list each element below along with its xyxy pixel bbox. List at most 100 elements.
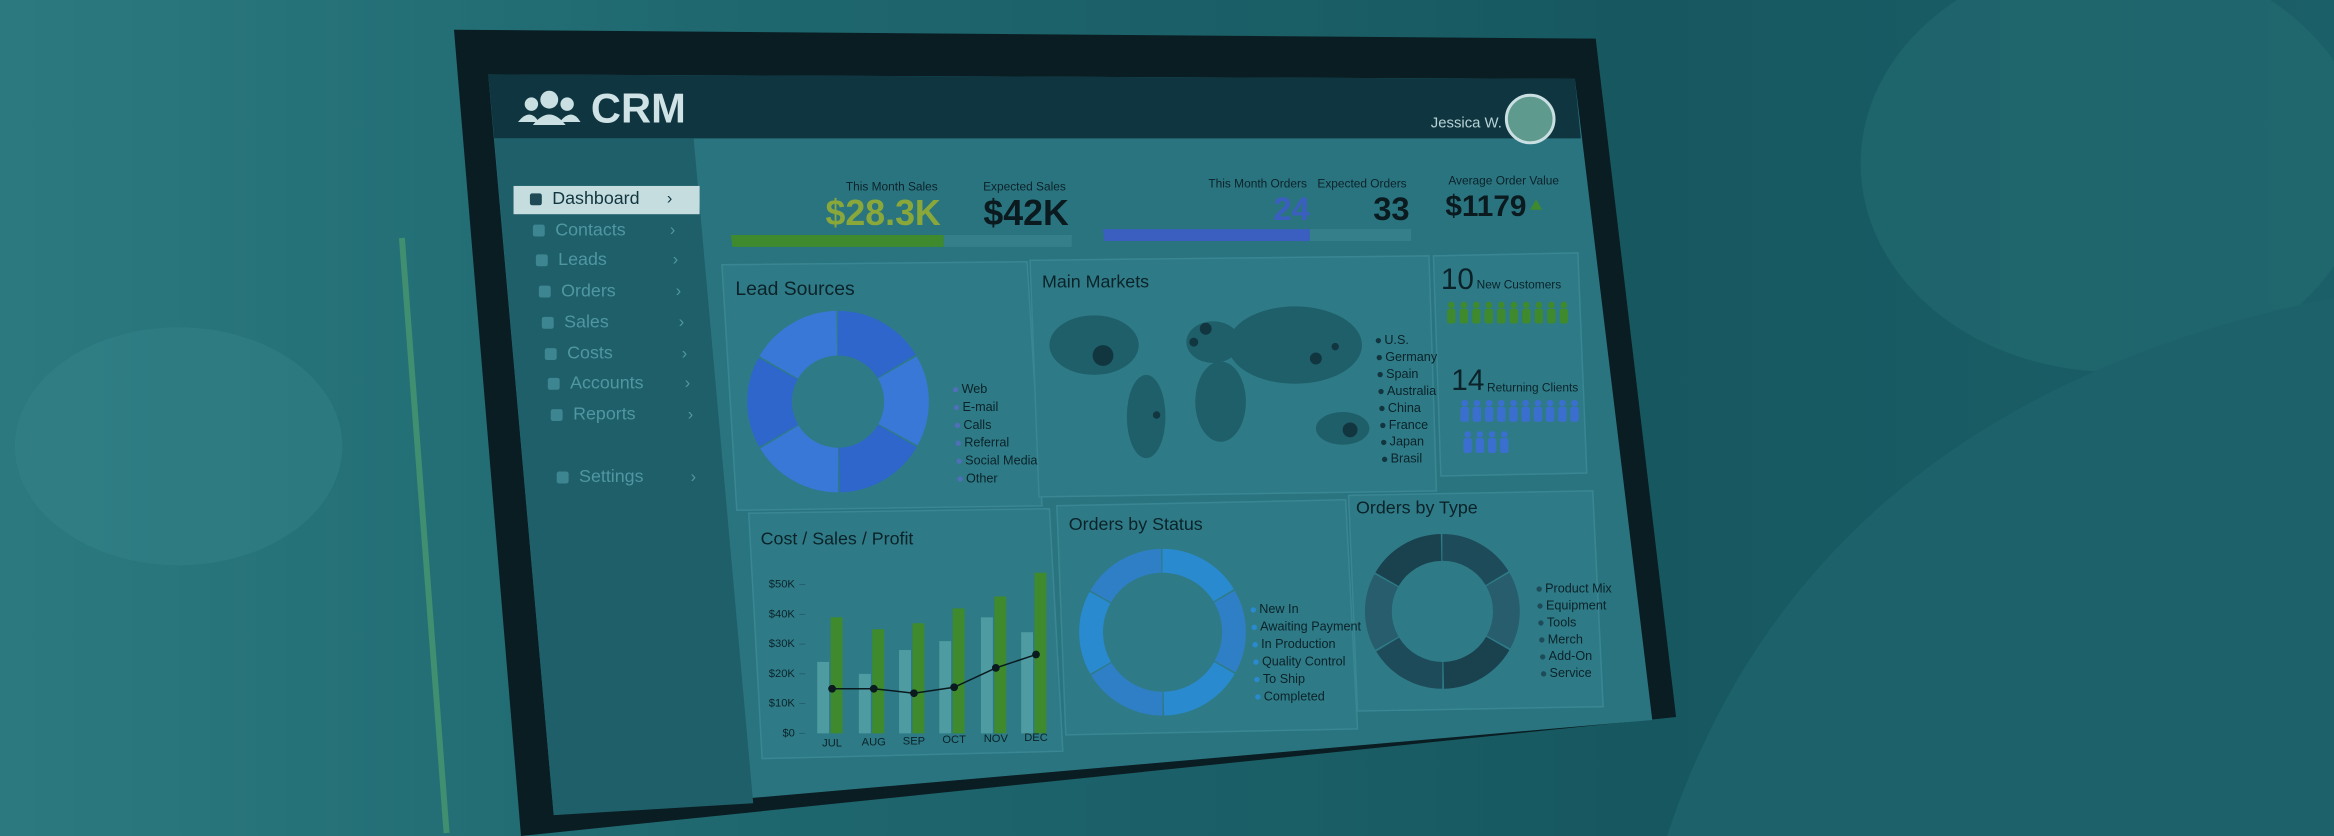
world-map bbox=[1049, 306, 1370, 459]
x-tick-label: SEP bbox=[903, 735, 925, 747]
nav-chevron: › bbox=[685, 374, 690, 392]
y-tick-label: $40K bbox=[769, 608, 796, 620]
person-icon bbox=[1463, 438, 1472, 453]
y-tick-label: $50K bbox=[769, 579, 796, 591]
nav-icon bbox=[547, 377, 560, 390]
logo-icon bbox=[518, 90, 581, 125]
profit-point bbox=[1032, 650, 1040, 659]
legend-dot bbox=[1536, 586, 1542, 592]
nav-item[interactable]: Reports bbox=[573, 404, 636, 424]
y-tick-label: $0 bbox=[782, 727, 794, 739]
kpi-label: Average Order Value bbox=[1448, 174, 1559, 188]
legend-dot bbox=[1255, 694, 1261, 700]
person-icon bbox=[1509, 406, 1518, 422]
nav-item[interactable]: Contacts bbox=[555, 219, 626, 239]
donut-segment bbox=[1079, 548, 1246, 716]
kpi-value: $1179 bbox=[1445, 190, 1526, 223]
person-icon bbox=[1460, 301, 1468, 309]
person-icon bbox=[1522, 399, 1530, 407]
person-icon bbox=[1485, 301, 1493, 309]
legend-item: E-mail bbox=[962, 400, 998, 414]
nav-item[interactable]: Accounts bbox=[570, 373, 643, 393]
nav-item[interactable]: Orders bbox=[561, 280, 616, 300]
legend-dot bbox=[1377, 371, 1383, 378]
nav-chevron: › bbox=[667, 190, 672, 208]
legend-item: Merch bbox=[1548, 632, 1583, 646]
legend-dot bbox=[956, 458, 962, 464]
person-icon bbox=[1461, 399, 1468, 407]
orders-progress-rest bbox=[1309, 229, 1412, 241]
nav-item[interactable]: Leads bbox=[558, 249, 607, 269]
legend-dot bbox=[954, 422, 961, 429]
legend-dot bbox=[1539, 637, 1545, 643]
nav-chevron: › bbox=[676, 282, 681, 300]
bar bbox=[980, 617, 993, 734]
nav-item[interactable]: Settings bbox=[579, 466, 644, 486]
legend-dot bbox=[1250, 607, 1257, 613]
legend-item: Equipment bbox=[1546, 598, 1607, 612]
legend-dot bbox=[1253, 659, 1259, 665]
legend-item: Social Media bbox=[965, 453, 1038, 467]
flower bbox=[14, 327, 343, 566]
legend-dot bbox=[1537, 603, 1543, 609]
market-pin bbox=[1309, 352, 1322, 365]
sidebar bbox=[494, 138, 754, 816]
donut-segment bbox=[1079, 548, 1246, 716]
legend-dot bbox=[953, 404, 960, 411]
x-tick-label: OCT bbox=[942, 734, 966, 746]
legend-item: Japan bbox=[1390, 435, 1424, 449]
y-tick-label: $30K bbox=[769, 638, 796, 650]
market-pin bbox=[1092, 345, 1114, 366]
person-icon bbox=[1545, 406, 1555, 422]
nav-item[interactable]: Sales bbox=[564, 312, 609, 332]
bar bbox=[830, 617, 843, 734]
x-tick-label: AUG bbox=[862, 737, 886, 749]
y-tick-label: $20K bbox=[769, 668, 796, 680]
nav-item[interactable]: Costs bbox=[567, 343, 613, 363]
legend-item: Germany bbox=[1385, 350, 1438, 364]
legend-dot bbox=[1375, 337, 1382, 344]
avatar[interactable] bbox=[1504, 93, 1556, 145]
person-icon bbox=[1498, 399, 1505, 407]
person-icon bbox=[1459, 308, 1468, 324]
bar bbox=[872, 629, 885, 734]
person-icon bbox=[1497, 308, 1506, 324]
person-icon bbox=[1498, 301, 1505, 309]
person-body bbox=[1667, 297, 2334, 836]
legend-item: Add-On bbox=[1549, 649, 1593, 663]
donut-segment bbox=[1364, 534, 1520, 689]
market-pin bbox=[1331, 342, 1339, 351]
person-icon bbox=[1559, 399, 1566, 407]
person-icon bbox=[1559, 308, 1569, 324]
nav-icon bbox=[556, 471, 569, 484]
card-title: Main Markets bbox=[1042, 271, 1149, 291]
person-icon bbox=[1473, 399, 1481, 407]
bar bbox=[912, 623, 925, 734]
sales-progress bbox=[730, 235, 944, 247]
legend-item: Tools bbox=[1547, 615, 1576, 629]
orders-progress bbox=[1102, 229, 1310, 241]
trend-up bbox=[1530, 199, 1543, 210]
person-icon bbox=[1535, 301, 1543, 309]
chart-title: Cost / Sales / Profit bbox=[761, 529, 914, 549]
nav-item[interactable]: Dashboard bbox=[552, 188, 639, 208]
card-title: Lead Sources bbox=[735, 278, 854, 300]
bar bbox=[817, 661, 830, 734]
kpi-label: This Month Orders bbox=[1208, 177, 1307, 191]
legend-dot bbox=[1540, 671, 1547, 677]
sales-progress-rest bbox=[943, 235, 1072, 247]
kpi-value: $28.3K bbox=[826, 193, 941, 233]
person-icon bbox=[1558, 406, 1567, 422]
person-icon bbox=[1475, 438, 1485, 453]
legend-item: New In bbox=[1259, 602, 1298, 616]
nav-chevron: › bbox=[670, 221, 675, 239]
market-pin bbox=[1189, 337, 1199, 347]
person-icon bbox=[1484, 406, 1494, 422]
legend-item: Completed bbox=[1264, 689, 1325, 703]
customer-label: New Customers bbox=[1477, 278, 1562, 292]
nav-icon bbox=[538, 285, 551, 298]
person-icon bbox=[1464, 431, 1471, 438]
nav-chevron: › bbox=[691, 468, 696, 486]
legend-item: Product Mix bbox=[1545, 581, 1612, 595]
bar bbox=[994, 596, 1007, 734]
